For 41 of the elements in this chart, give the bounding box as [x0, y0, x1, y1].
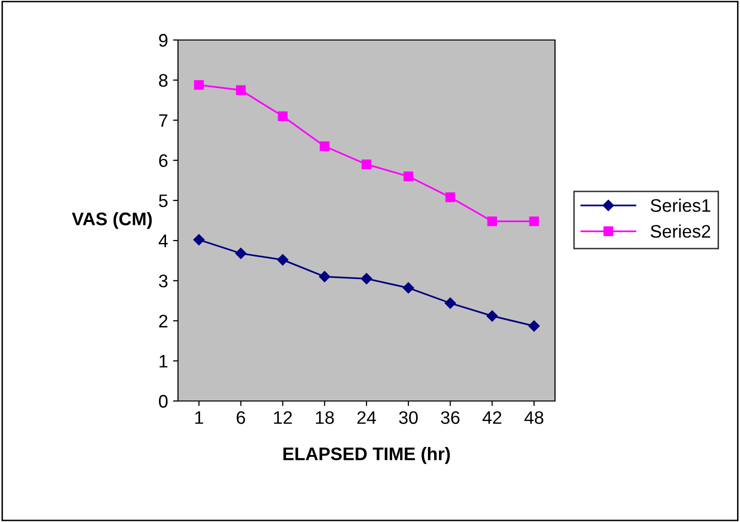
point: [360, 273, 372, 284]
point: [278, 111, 288, 122]
y-tick-label: 1: [160, 355, 168, 368]
y-axis-title: VAS (CM): [72, 212, 152, 229]
x-tick-label: 48: [524, 411, 544, 424]
y-tick-label: 5: [158, 194, 168, 208]
x-axis-title: ELAPSED TIME (hr): [283, 447, 450, 464]
y-tick-label: 7: [159, 114, 168, 127]
x-tick-label: 18: [316, 411, 334, 424]
x-tick-label: 1: [195, 411, 204, 424]
point: [445, 192, 456, 202]
point: [529, 216, 539, 226]
point: [528, 320, 540, 332]
point: [487, 216, 498, 226]
y-tick-label: 3: [158, 274, 168, 288]
point: [193, 234, 205, 246]
y-tick-label: 0: [158, 394, 168, 408]
y-tick-label: 9: [159, 34, 168, 47]
x-tick-label: 36: [440, 411, 460, 424]
point: [277, 254, 288, 266]
y-tick-label: 4: [158, 234, 168, 248]
point: [194, 80, 204, 90]
point: [235, 248, 246, 259]
x-tick-label: 30: [399, 411, 418, 424]
point: [404, 172, 414, 182]
point: [444, 298, 456, 309]
point: [486, 310, 498, 322]
point: [402, 282, 414, 294]
y-tick-label: 8: [159, 74, 168, 87]
point: [236, 85, 246, 95]
point: [362, 159, 372, 170]
point: [319, 271, 330, 282]
y-tick-label: 6: [159, 154, 168, 168]
point: [320, 141, 330, 152]
legend-label: Series2: [650, 224, 710, 238]
legend-label: Series1: [650, 198, 710, 212]
x-tick-label: 6: [236, 411, 246, 424]
y-tick-label: 2: [159, 314, 168, 328]
x-tick-label: 24: [357, 411, 376, 424]
x-tick-label: 42: [482, 411, 502, 424]
x-tick-label: 12: [274, 411, 292, 424]
